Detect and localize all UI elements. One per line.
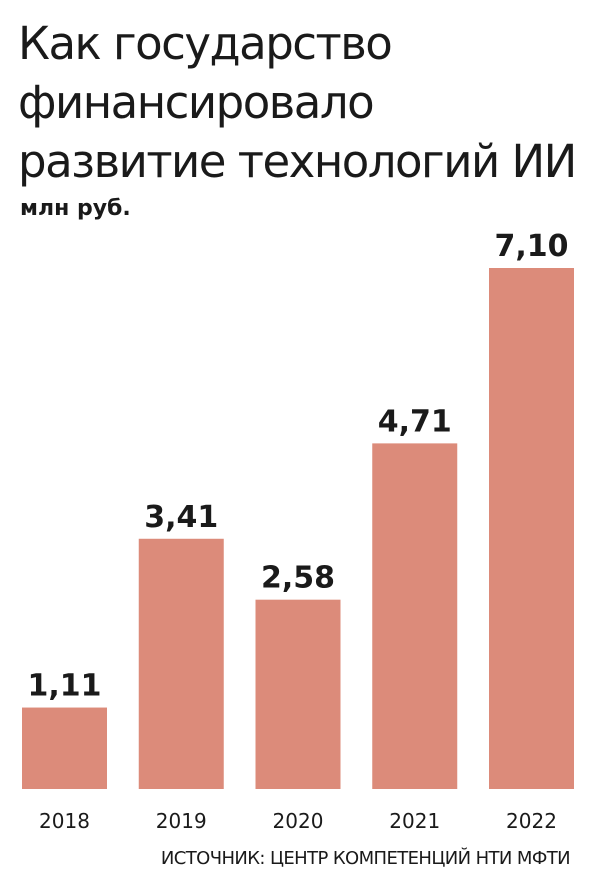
bar-2018 — [22, 707, 107, 789]
x-tick-label-2019: 2019 — [156, 809, 207, 833]
bar-2019 — [138, 538, 224, 789]
x-tick-labels-group: 2018 2019 2020 2021 2022 — [39, 809, 557, 833]
value-labels-group: 1,11 3,41 2,58 4,71 7,10 — [27, 229, 568, 704]
chart-title-line-1: Как государство — [18, 17, 393, 70]
bars-group — [22, 268, 574, 789]
bar-2022 — [489, 268, 574, 789]
x-tick-label-2018: 2018 — [39, 809, 90, 833]
value-label-2019: 3,41 — [144, 500, 218, 535]
unit-subtitle: млн руб. — [20, 196, 131, 221]
x-tick-label-2020: 2020 — [273, 809, 324, 833]
value-label-2022: 7,10 — [494, 229, 568, 264]
value-label-2020: 2,58 — [261, 561, 335, 596]
chart-title: Как государство финансировало развитие т… — [18, 14, 588, 191]
chart-title-line-3: развитие технологий ИИ — [18, 135, 577, 188]
chart-title-line-2: финансировало — [18, 76, 375, 129]
value-label-2018: 1,11 — [27, 669, 101, 704]
value-label-2021: 4,71 — [378, 404, 452, 439]
source-note: ИСТОЧНИК: ЦЕНТР КОМПЕТЕНЦИЙ НТИ МФТИ — [160, 848, 571, 869]
x-tick-label-2022: 2022 — [506, 809, 557, 833]
bar-2020 — [255, 599, 341, 789]
bar-2021 — [372, 443, 458, 789]
x-tick-label-2021: 2021 — [389, 809, 440, 833]
